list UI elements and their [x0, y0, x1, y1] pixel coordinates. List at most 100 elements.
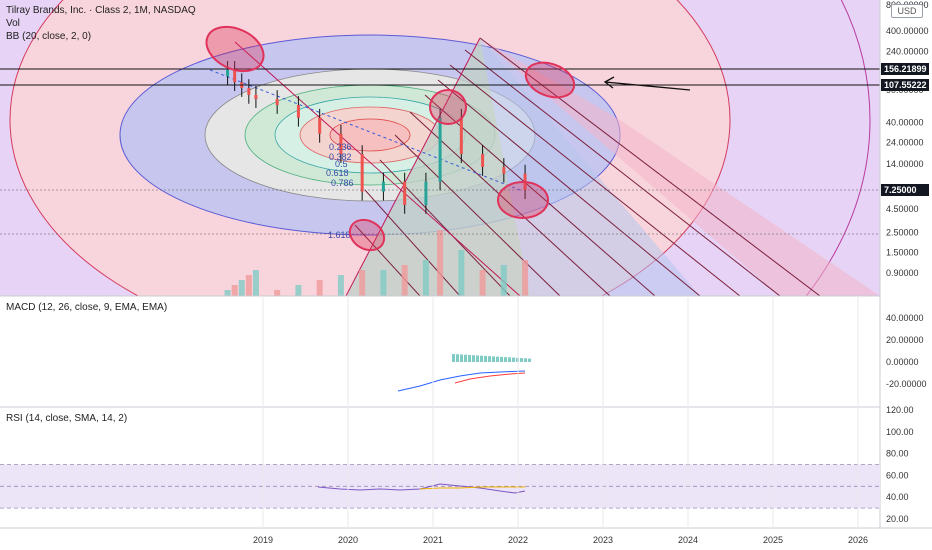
time-tick-2023: 2023 [593, 535, 613, 545]
volume-bar [500, 265, 507, 296]
rsi-axis: 120.00 100.00 80.00 60.00 40.00 20.00 [886, 405, 914, 524]
macd-hist-bar [508, 357, 511, 362]
candle-body [360, 154, 364, 192]
price-tick: 1.50000 [886, 248, 919, 258]
price-tick: 0.90000 [886, 268, 919, 278]
bb-legend[interactable]: BB (20, close, 2, 0) [6, 31, 92, 42]
time-tick-2019: 2019 [253, 535, 273, 545]
price-label-0: 156.21899 [884, 64, 927, 74]
fib-label-1618: 1.618 [328, 230, 351, 240]
volume-bar [245, 275, 252, 296]
rsi-pane[interactable] [0, 464, 880, 509]
candle-body [481, 154, 485, 168]
candle-body [459, 117, 463, 155]
macd-hist-bar [528, 358, 531, 362]
volume-bar [252, 270, 259, 296]
macd-line [397, 370, 526, 392]
fib-fan-lines [354, 37, 821, 296]
volume-bar [238, 280, 245, 296]
volume-bar [437, 230, 444, 296]
fib-arc-core [329, 118, 411, 152]
trend-line-1 [234, 41, 521, 296]
fib-labels: 0.236 0.382 0.5 0.618 0.786 1.618 [326, 142, 354, 240]
fib-label-05: 0.5 [335, 159, 348, 169]
rsi-legend[interactable]: RSI (14, close, SMA, 14, 2) [6, 413, 128, 424]
macd-hist-bar [480, 355, 483, 362]
macd-hist-bar [460, 354, 463, 362]
candle-body [339, 133, 343, 155]
macd-hist-bar [496, 356, 499, 362]
rsi-tick: 100.00 [886, 427, 914, 437]
arrow-annotation [603, 76, 691, 91]
volume-bar [295, 285, 302, 296]
macd-tick: 40.00000 [886, 313, 924, 323]
volume-bar [274, 290, 281, 296]
candle-body [318, 117, 322, 134]
time-tick-2020: 2020 [338, 535, 358, 545]
macd-hist-bar [468, 354, 471, 362]
candle-body [438, 117, 442, 182]
macd-hist-bar [524, 358, 527, 362]
candle-body [502, 167, 506, 174]
rsi-tick: 80.00 [886, 449, 909, 459]
price-tick: 2.50000 [886, 227, 919, 237]
candle-body [254, 94, 258, 100]
macd-hist-bar [484, 355, 487, 362]
fib-label-0786: 0.786 [331, 178, 354, 188]
fib-label-0382: 0.382 [329, 152, 352, 162]
time-tick-2024: 2024 [678, 535, 698, 545]
price-tick: 400.00000 [886, 26, 929, 36]
circle-marker-2018-top [205, 25, 265, 73]
time-tick-2026: 2026 [848, 535, 868, 545]
rsi-tick: 60.00 [886, 470, 909, 480]
macd-hist-bar [520, 358, 523, 362]
candle-body [381, 181, 385, 192]
price-pane[interactable]: 0.236 0.382 0.5 0.618 0.786 1.618 [0, 0, 880, 480]
time-tick-2021: 2021 [423, 535, 443, 545]
volume-bar [401, 265, 408, 296]
price-tick: 14.00000 [886, 159, 924, 169]
macd-hist-bar [512, 357, 515, 362]
macd-tick: -20.00000 [886, 379, 927, 389]
candle-body [275, 99, 279, 106]
volume-bar [359, 270, 366, 296]
macd-hist-bar [464, 354, 467, 362]
macd-hist-bar [456, 354, 459, 362]
price-tick: 4.50000 [886, 204, 919, 214]
volume-bar [479, 270, 486, 296]
volume-bar [224, 290, 231, 296]
rsi-tick: 40.00 [886, 492, 909, 502]
volume-bar [337, 275, 344, 296]
time-axis: 2019 2020 2021 2022 2023 2024 2025 2026 [253, 535, 868, 545]
price-label-bg [881, 79, 929, 91]
macd-pane[interactable] [397, 354, 531, 392]
macd-hist-bar [452, 354, 455, 362]
vol-legend[interactable]: Vol [6, 18, 20, 29]
volume-bar [458, 250, 465, 296]
macd-hist-bar [492, 356, 495, 362]
time-tick-2025: 2025 [763, 535, 783, 545]
chart-title: Tilray Brands, Inc. · Class 2, 1M, NASDA… [6, 5, 196, 16]
trend-line-2 [345, 37, 481, 296]
currency-button[interactable]: USD [891, 4, 923, 18]
fib-arc-outer-2 [805, 0, 871, 296]
rsi-line [317, 483, 526, 494]
macd-hist-bar [472, 355, 475, 362]
signal-line [454, 372, 526, 384]
macd-axis: 40.00000 20.00000 0.00000 -20.00000 [886, 313, 927, 389]
macd-tick: 0.00000 [886, 357, 919, 367]
circle-markers [205, 25, 576, 252]
macd-hist-bar [504, 357, 507, 362]
rsi-band [0, 464, 880, 509]
price-tick: 40.00000 [886, 117, 924, 127]
macd-hist-bar [488, 356, 491, 362]
macd-legend[interactable]: MACD (12, 26, close, 9, EMA, EMA) [6, 302, 168, 313]
fib-label-0618: 0.618 [326, 168, 349, 178]
price-label-bg [881, 63, 929, 75]
circle-marker-current [497, 181, 549, 219]
macd-hist-bar [500, 356, 503, 362]
macd-hist-bar [476, 355, 479, 362]
candle-body [247, 88, 251, 95]
